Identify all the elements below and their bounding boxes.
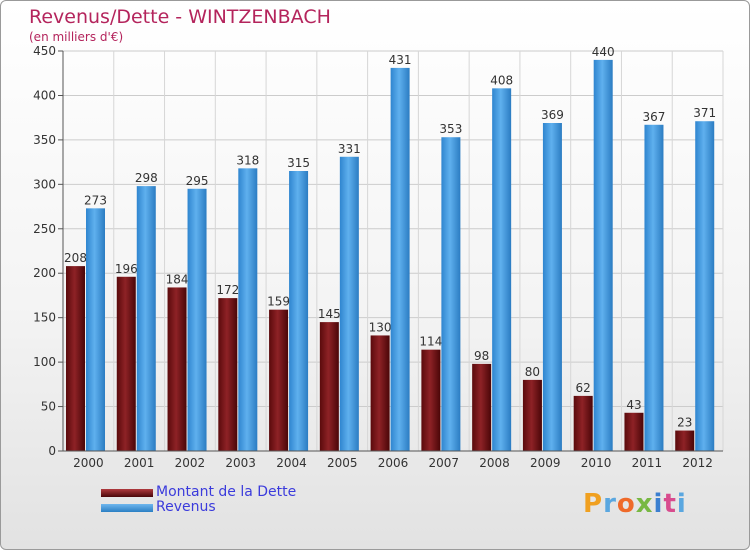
bar-debt: [218, 298, 238, 451]
data-label: 80: [525, 365, 540, 379]
bar-revenue: [390, 67, 410, 451]
bar-revenue: [86, 208, 105, 451]
data-label: 353: [439, 122, 462, 136]
bar-debt: [167, 287, 187, 451]
data-label: 367: [643, 110, 666, 124]
y-tick-label: 350: [33, 133, 56, 147]
data-label: 159: [267, 295, 290, 309]
bar-revenue: [339, 156, 359, 451]
bar-debt: [421, 349, 441, 451]
legend-label-debt: Montant de la Dette: [156, 484, 297, 500]
data-label: 371: [693, 106, 716, 120]
data-label: 172: [216, 283, 239, 297]
bar-debt: [675, 430, 695, 451]
data-label: 43: [626, 398, 641, 412]
data-label: 98: [474, 349, 489, 363]
x-tick-label: 2006: [378, 456, 409, 470]
x-tick-label: 2003: [225, 456, 256, 470]
x-tick-label: 2001: [124, 456, 155, 470]
y-tick-label: 200: [33, 266, 56, 280]
y-tick-label: 100: [33, 355, 56, 369]
bar-debt: [370, 335, 390, 451]
data-label: 369: [541, 108, 564, 122]
bar-revenue: [542, 123, 562, 451]
y-tick-label: 450: [33, 44, 56, 58]
x-tick-label: 2000: [73, 456, 104, 470]
chart-subtitle: (en milliers d'€): [29, 30, 124, 44]
data-label: 62: [576, 381, 591, 395]
data-label: 23: [677, 416, 692, 430]
data-label: 431: [389, 53, 412, 67]
bar-revenue: [644, 124, 664, 452]
data-label: 114: [419, 335, 442, 349]
data-label: 196: [115, 262, 138, 276]
data-label: 295: [186, 174, 209, 188]
data-label: 273: [84, 193, 107, 207]
y-tick-label: 250: [33, 222, 56, 236]
bar-revenue: [289, 171, 309, 451]
y-tick-label: 300: [33, 177, 56, 191]
data-label: 184: [166, 272, 189, 286]
bar-debt: [66, 266, 85, 451]
bar-revenue: [238, 168, 258, 452]
x-tick-label: 2012: [682, 456, 713, 470]
y-tick-label: 50: [41, 400, 56, 414]
bar-revenue: [593, 59, 613, 452]
data-label: 408: [490, 73, 513, 87]
x-tick-label: 2002: [175, 456, 206, 470]
bar-debt: [116, 276, 136, 451]
x-tick-label: 2004: [276, 456, 307, 470]
bar-debt: [573, 395, 593, 451]
x-tick-label: 2011: [632, 456, 663, 470]
proxiti-logo: Proxiti: [583, 489, 687, 519]
data-label: 145: [318, 307, 341, 321]
y-tick-label: 0: [48, 444, 56, 458]
legend-swatch-revenue: [101, 504, 153, 512]
bar-revenue: [441, 137, 461, 451]
data-label: 130: [369, 320, 392, 334]
data-label: 318: [236, 153, 259, 167]
data-label: 298: [135, 171, 158, 185]
bar-revenue: [492, 88, 512, 451]
bar-debt: [269, 309, 289, 451]
bar-debt: [522, 379, 542, 451]
data-label: 208: [64, 251, 87, 265]
bar-debt: [624, 412, 644, 451]
data-label: 331: [338, 142, 361, 156]
data-label: 315: [287, 156, 310, 170]
bar-revenue: [695, 121, 715, 451]
x-tick-label: 2005: [327, 456, 358, 470]
bar-revenue: [187, 188, 207, 451]
chart-title: Revenus/Dette - WINTZENBACH: [29, 6, 331, 28]
y-tick-label: 400: [33, 88, 56, 102]
bar-revenue: [136, 186, 156, 451]
x-tick-label: 2009: [530, 456, 561, 470]
bar-debt: [472, 363, 492, 451]
x-tick-label: 2007: [428, 456, 459, 470]
data-label: 440: [592, 45, 615, 59]
x-tick-label: 2010: [581, 456, 612, 470]
bar-debt: [319, 322, 339, 451]
x-tick-label: 2008: [479, 456, 510, 470]
legend-label-revenue: Revenus: [156, 499, 216, 515]
y-tick-label: 150: [33, 311, 56, 325]
legend-swatch-debt: [101, 489, 153, 497]
